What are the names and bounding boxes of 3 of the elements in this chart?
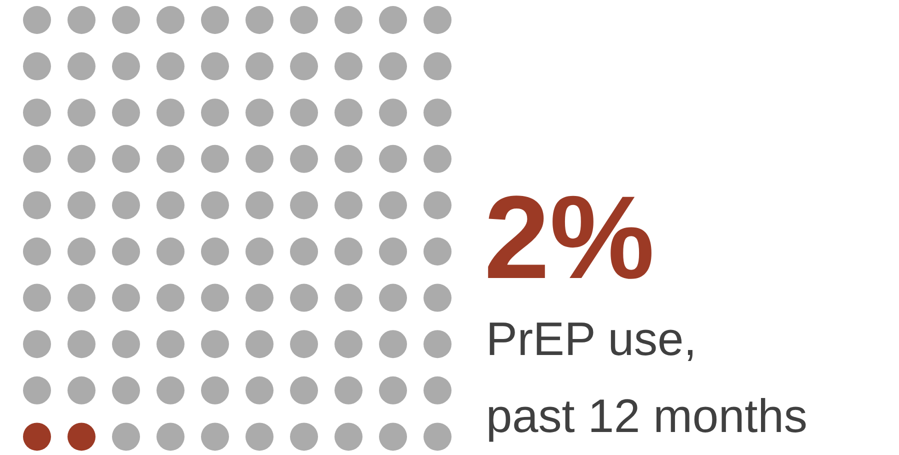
- data-label: 2%: [484, 172, 655, 304]
- text: PrEP use,: [486, 312, 697, 365]
- text: past 12 months: [486, 389, 808, 442]
